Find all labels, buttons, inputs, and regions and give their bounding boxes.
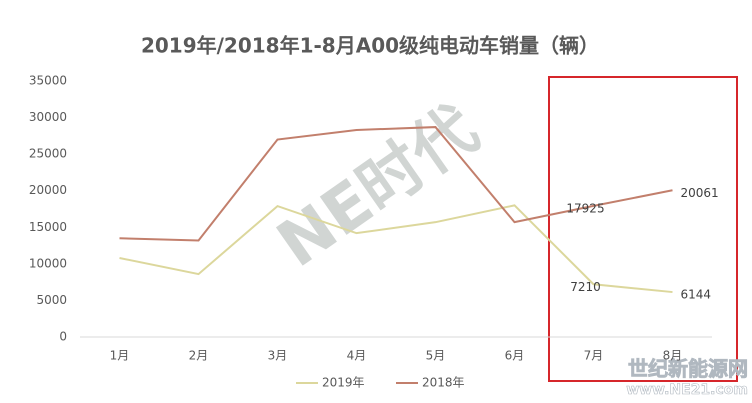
watermark: 世纪新能源网 [628, 357, 748, 381]
x-tick-label: 3月 [268, 349, 288, 363]
y-tick-label: 20000 [29, 183, 67, 197]
y-tick-label: 15000 [29, 220, 67, 234]
legend-label: 2019年 [322, 376, 365, 390]
chart-title: 2019年/2018年1-8月A00级纯电动车销量（辆） [141, 34, 599, 58]
y-tick-label: 10000 [29, 256, 67, 270]
y-tick-label: 30000 [29, 110, 67, 124]
data-label: 7210 [570, 280, 601, 294]
x-tick-label: 2月 [189, 349, 209, 363]
legend-label: 2018年 [422, 376, 465, 390]
x-tick-label: 8月 [663, 349, 683, 363]
x-tick-label: 7月 [584, 349, 604, 363]
y-tick-label: 0 [59, 330, 67, 344]
line-series [119, 126, 673, 242]
data-label: 6144 [681, 288, 712, 302]
watermark: www.NE21.com [626, 382, 748, 398]
x-tick-label: 6月 [505, 349, 525, 363]
data-label: 17925 [566, 201, 604, 215]
highlight-box [548, 76, 738, 382]
y-tick-label: 5000 [36, 293, 67, 307]
line-series [119, 204, 673, 294]
x-tick-label: 1月 [110, 349, 130, 363]
x-tick-label: 4月 [347, 349, 367, 363]
data-label: 20061 [681, 186, 719, 200]
x-tick-label: 5月 [426, 349, 446, 363]
watermark: NE时代 [265, 92, 492, 282]
y-tick-label: 25000 [29, 147, 67, 161]
y-tick-label: 35000 [29, 74, 67, 88]
